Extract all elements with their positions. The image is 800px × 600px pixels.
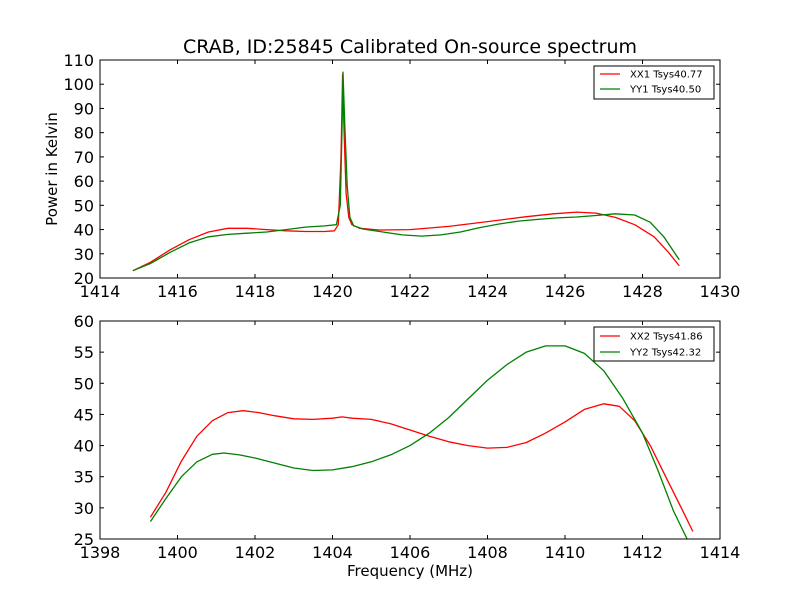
bottom-ytick-label: 55 bbox=[74, 343, 94, 362]
bottom-ytick-label: 60 bbox=[74, 312, 94, 331]
bottom-ytick-label: 25 bbox=[74, 530, 94, 549]
bottom-ytick-label: 35 bbox=[74, 468, 94, 487]
top-xtick-label: 1418 bbox=[235, 282, 276, 301]
top-ytick-label: 80 bbox=[74, 124, 94, 143]
x-axis-label: Frequency (MHz) bbox=[347, 562, 473, 580]
bottom-xtick-label: 1400 bbox=[157, 543, 198, 562]
top-subplot: CRAB, ID:25845 Calibrated On-source spec… bbox=[43, 36, 740, 301]
top-xtick-label: 1414 bbox=[80, 282, 121, 301]
bottom-xtick-label: 1410 bbox=[545, 543, 586, 562]
chart-title: CRAB, ID:25845 Calibrated On-source spec… bbox=[183, 36, 637, 58]
bottom-xtick-label: 1408 bbox=[467, 543, 508, 562]
legend-label-yy1: YY1 Tsys40.50 bbox=[629, 85, 701, 96]
top-xtick-label: 1422 bbox=[390, 282, 431, 301]
top-xtick-label: 1420 bbox=[312, 282, 353, 301]
top-xtick-label: 1430 bbox=[700, 282, 741, 301]
bottom-series-group bbox=[149, 345, 694, 540]
bottom-legend: XX2 Tsys41.86 YY2 Tsys42.32 bbox=[593, 326, 715, 362]
bottom-xtick-label: 1404 bbox=[312, 543, 353, 562]
bottom-xtick-label: 1398 bbox=[80, 543, 121, 562]
top-ytick-label: 90 bbox=[74, 99, 94, 118]
bottom-axis-ticks: 1398 1400 1402 1404 1406 1408 1410 1412 1414 25 30… bbox=[74, 312, 741, 562]
top-legend-box bbox=[593, 65, 715, 100]
bottom-legend-box bbox=[593, 326, 715, 362]
top-series-line-yy bbox=[132, 71, 680, 272]
top-ytick-label: 60 bbox=[74, 172, 94, 191]
top-series-line-xx bbox=[132, 73, 680, 272]
bottom-xtick-label: 1414 bbox=[700, 543, 741, 562]
top-xtick-label: 1424 bbox=[467, 282, 508, 301]
bottom-ytick-label: 50 bbox=[74, 374, 94, 393]
top-series-group bbox=[132, 71, 680, 272]
top-axis-ticks: 1414 1416 1418 1420 1422 1424 1426 1428 1430 20 30… bbox=[63, 51, 740, 301]
bottom-xtick-label: 1406 bbox=[390, 543, 431, 562]
top-xtick-label: 1428 bbox=[622, 282, 663, 301]
top-ytick-label: 110 bbox=[63, 51, 94, 70]
top-ytick-label: 40 bbox=[74, 221, 94, 240]
bottom-subplot: Frequency (MHz) 1398 1400 1402 1404 1406 1408… bbox=[74, 312, 741, 580]
top-ytick-label: 100 bbox=[63, 75, 94, 94]
top-ytick-label: 50 bbox=[74, 196, 94, 215]
top-plot-frame bbox=[99, 59, 721, 279]
top-ytick-label: 30 bbox=[74, 245, 94, 264]
bottom-plot-frame bbox=[99, 320, 721, 540]
top-ytick-label: 20 bbox=[74, 269, 94, 288]
legend-label-yy2: YY2 Tsys42.32 bbox=[629, 348, 701, 359]
top-legend: XX1 Tsys40.77 YY1 Tsys40.50 bbox=[593, 65, 715, 100]
bottom-series-line-yy bbox=[149, 345, 688, 540]
top-ytick-label: 70 bbox=[74, 148, 94, 167]
legend-label-xx1: XX1 Tsys40.77 bbox=[630, 70, 703, 81]
y-axis-label: Power in Kelvin bbox=[43, 112, 61, 226]
bottom-ytick-label: 40 bbox=[74, 437, 94, 456]
bottom-xtick-label: 1402 bbox=[235, 543, 276, 562]
bottom-ytick-label: 30 bbox=[74, 499, 94, 518]
bottom-series-line-xx bbox=[149, 403, 694, 532]
bottom-ytick-label: 45 bbox=[74, 405, 94, 424]
top-xtick-label: 1416 bbox=[157, 282, 198, 301]
top-xtick-label: 1426 bbox=[545, 282, 586, 301]
bottom-xtick-label: 1412 bbox=[622, 543, 663, 562]
legend-label-xx2: XX2 Tsys41.86 bbox=[630, 332, 703, 343]
